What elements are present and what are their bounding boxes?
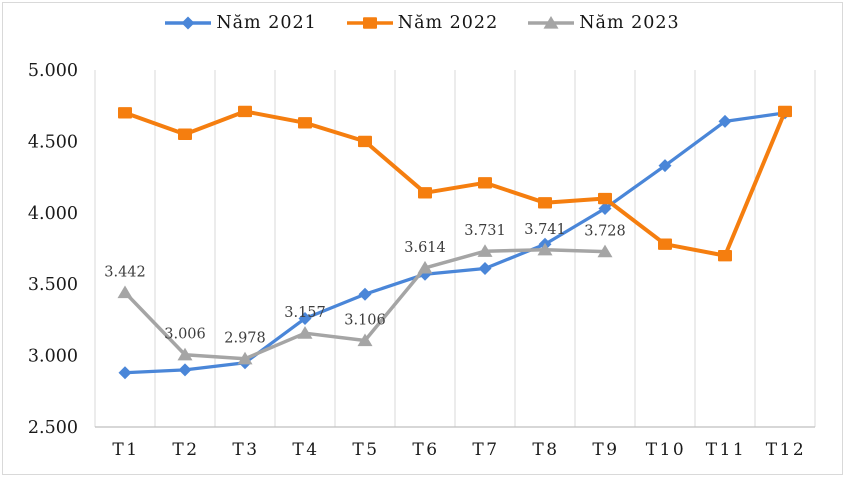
data-point-diamond	[178, 363, 192, 377]
legend-triangle-icon	[528, 15, 575, 31]
data-point-triangle	[543, 16, 559, 29]
data-point-triangle	[117, 285, 133, 299]
data-label: 3.741	[524, 222, 566, 238]
chart-frame	[2, 2, 843, 475]
legend-square-icon	[346, 15, 393, 31]
data-point-square	[418, 187, 432, 199]
data-point-square	[362, 17, 377, 29]
legend-label-nam-2022: Năm 2022	[397, 13, 499, 33]
y-axis-tick-label: 3.500	[28, 275, 78, 295]
x-axis-label: T10	[646, 440, 686, 460]
x-axis-label: T6	[412, 440, 439, 460]
data-point-diamond	[718, 114, 732, 128]
data-point-square	[478, 177, 492, 189]
data-point-diamond	[478, 261, 492, 275]
x-axis-label: T5	[352, 440, 379, 460]
data-point-triangle	[177, 347, 193, 361]
data-point-diamond	[358, 287, 372, 301]
data-point-square	[778, 105, 792, 118]
data-point-diamond	[181, 16, 195, 30]
x-axis-label: T1	[112, 440, 139, 460]
data-point-diamond	[298, 311, 312, 325]
data-label: 2.978	[224, 331, 266, 347]
data-point-triangle	[237, 351, 253, 365]
data-point-diamond	[118, 366, 132, 380]
data-point-square	[118, 107, 132, 119]
data-label: 3.731	[464, 223, 506, 239]
data-point-triangle	[417, 260, 433, 274]
data-label: 3.442	[104, 264, 146, 280]
x-axis-label: T2	[172, 440, 199, 460]
data-point-triangle	[537, 242, 553, 256]
data-point-triangle	[597, 244, 613, 258]
legend-label-nam-2021: Năm 2021	[216, 13, 317, 33]
y-axis-tick-label: 4.500	[28, 132, 78, 152]
legend-label-nam-2023: Năm 2023	[579, 13, 680, 33]
y-axis-tick-label: 4.000	[28, 204, 78, 224]
data-point-triangle	[357, 333, 373, 347]
data-point-diamond	[598, 202, 612, 216]
data-point-square	[598, 192, 612, 205]
series-line-0	[123, 111, 787, 375]
data-label: 3.614	[404, 240, 446, 256]
data-point-triangle	[297, 326, 313, 339]
x-axis-label: T3	[232, 440, 259, 460]
y-axis-tick-label: 5.000	[28, 61, 78, 81]
data-point-square	[358, 135, 372, 148]
legend-item-nam-2023[interactable]: Năm 2023	[528, 13, 679, 33]
x-axis-label: T9	[592, 440, 619, 460]
legend-item-nam-2022[interactable]: Năm 2022	[346, 13, 499, 33]
data-point-triangle	[477, 244, 493, 257]
data-label: 3.157	[284, 305, 326, 321]
y-axis-tick-label: 3.000	[28, 347, 78, 367]
data-label: 3.728	[584, 224, 626, 240]
data-label: 3.006	[164, 327, 206, 343]
x-axis-label: T11	[706, 440, 746, 460]
x-axis-label: T12	[766, 440, 806, 460]
y-axis-tick-label: 2.500	[28, 418, 78, 438]
data-point-square	[178, 128, 192, 140]
data-point-diamond	[658, 159, 672, 173]
x-axis-label: T8	[532, 440, 559, 460]
legend-diamond-icon	[165, 15, 212, 31]
data-point-square	[298, 117, 312, 129]
data-point-square	[538, 197, 552, 209]
data-point-square	[658, 238, 672, 250]
x-axis-label: T4	[292, 440, 319, 460]
legend-item-nam-2021[interactable]: Năm 2021	[165, 13, 316, 33]
x-axis-label: T7	[472, 440, 499, 460]
series-line-1	[123, 109, 787, 258]
chart-legend: Năm 2021 Năm 2022 Năm 2023	[0, 13, 845, 33]
data-point-square	[238, 105, 252, 118]
data-point-square	[718, 249, 732, 262]
data-label: 3.106	[344, 312, 386, 328]
